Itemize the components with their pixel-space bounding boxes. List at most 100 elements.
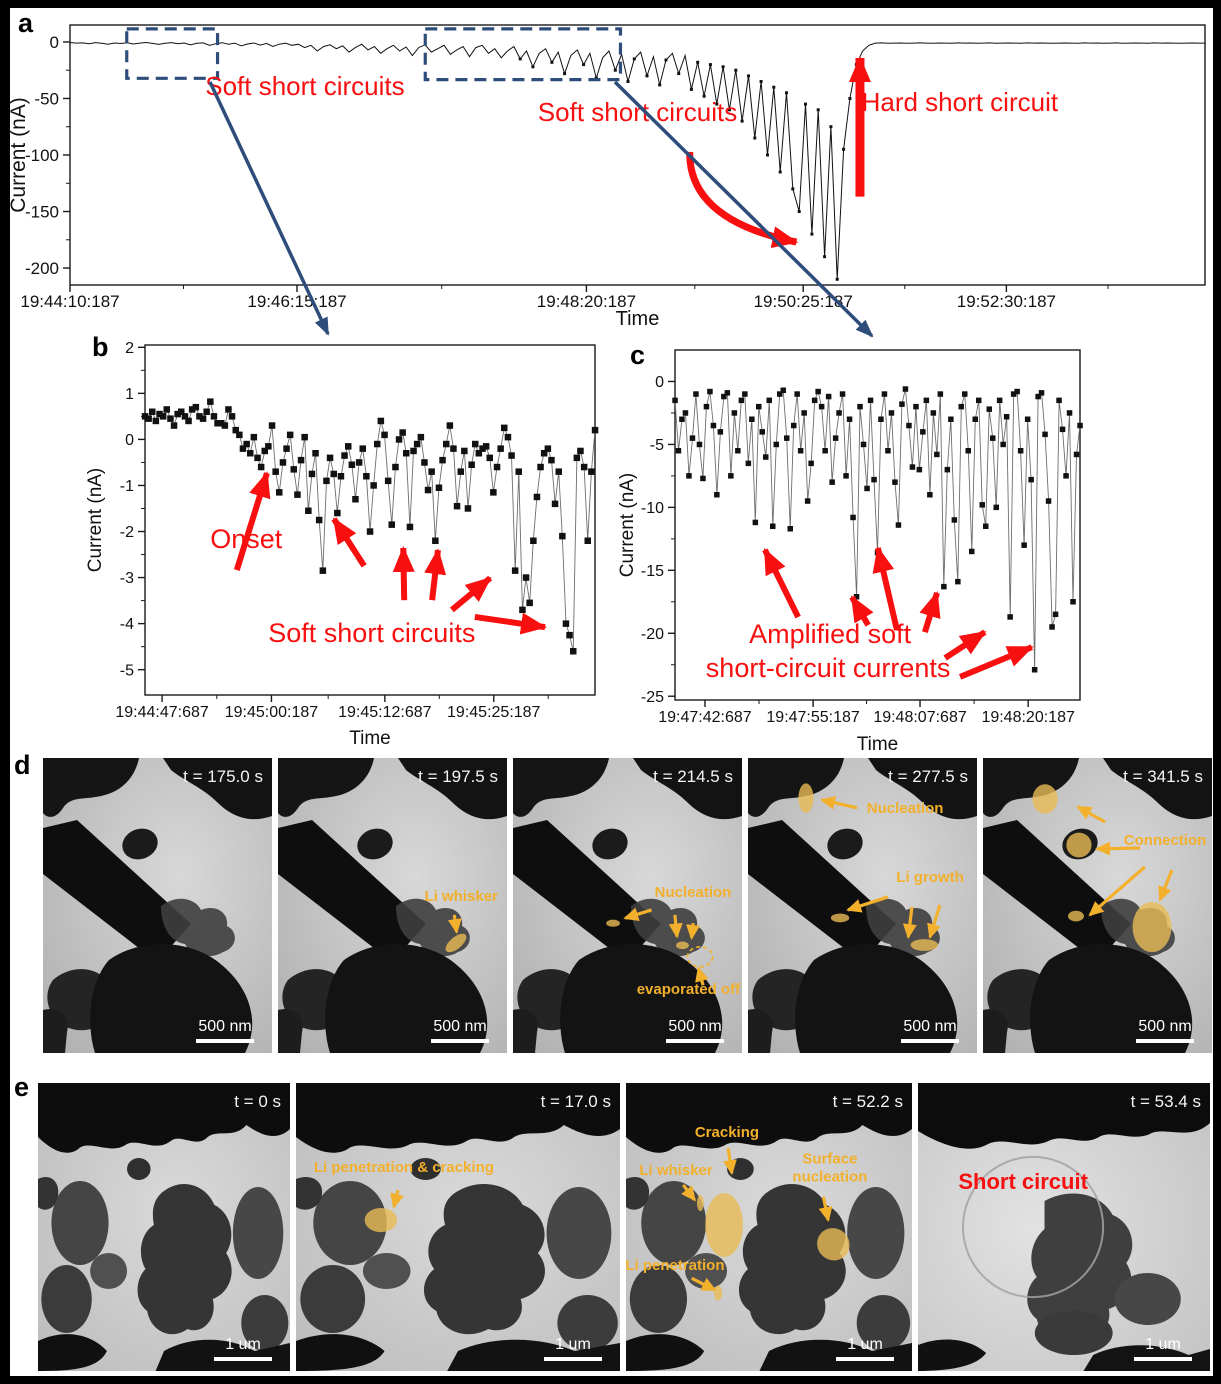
frame-annotation: Li growth bbox=[896, 869, 964, 886]
x-tick-label: 19:44:10:187 bbox=[20, 292, 119, 311]
plot-area bbox=[674, 349, 1081, 701]
x-axis-title: Time bbox=[857, 734, 899, 755]
scale-bar-label: 500 nm bbox=[198, 1018, 251, 1035]
red-arrow bbox=[958, 644, 1034, 680]
red-arrow bbox=[872, 546, 900, 631]
red-arrow bbox=[331, 517, 367, 568]
frame-annotation: Short circuit bbox=[958, 1169, 1088, 1194]
panel-label-c: c bbox=[630, 340, 646, 370]
annotation-arrow bbox=[902, 906, 917, 940]
red-arrow bbox=[233, 471, 271, 571]
frame-annotation: Cracking bbox=[695, 1124, 759, 1141]
frame-annotation: Nucleation bbox=[867, 800, 944, 817]
annotation-arrow bbox=[695, 966, 709, 986]
plot-area bbox=[69, 24, 1206, 286]
scale-bar-label: 1 um bbox=[847, 1336, 883, 1353]
li-metal-highlight bbox=[798, 783, 814, 813]
y-tick-label: -10 bbox=[641, 500, 664, 517]
zoom-region-box bbox=[125, 27, 220, 80]
zoom-region-box bbox=[423, 27, 623, 82]
annotation-arrow bbox=[1158, 869, 1174, 902]
annotation-arrow bbox=[927, 904, 942, 939]
frame-annotation: Li whisker bbox=[639, 1162, 713, 1179]
scale-bar bbox=[901, 1039, 959, 1043]
scale-bar-label: 500 nm bbox=[903, 1018, 956, 1035]
panel-label-a: a bbox=[18, 8, 34, 38]
x-tick-label: 19:44:47:687 bbox=[115, 704, 209, 721]
tem-frame-e4: Short circuit t = 53.4 s 1 um bbox=[918, 1083, 1210, 1371]
annotation-arrow bbox=[681, 1183, 696, 1202]
annotation-arrow bbox=[668, 914, 683, 939]
annotation-arrow bbox=[818, 1196, 833, 1223]
tem-image: Connection t = 341.5 s 500 nm bbox=[983, 758, 1212, 1053]
scale-bar-label: 500 nm bbox=[433, 1018, 486, 1035]
tem-frame-e3: Cracking Li whisker Surface nucleation Li pe… bbox=[626, 1083, 912, 1371]
frame-timestamp: t = 341.5 s bbox=[1123, 767, 1203, 786]
frame-annotation: Li penetration bbox=[626, 1257, 724, 1274]
red-annotation-text: Soft short circuits bbox=[268, 618, 475, 648]
frame-timestamp: t = 214.5 s bbox=[653, 767, 733, 786]
chart-a: 0 -50 -100 -150 -200 19:44:10:187 19:46:15:187… bbox=[7, 24, 1206, 330]
red-annotation-text: Hard short circuit bbox=[862, 87, 1059, 117]
y-tick-label: -20 bbox=[641, 626, 664, 643]
x-tick-label: 19:52:30:187 bbox=[957, 292, 1056, 311]
x-tick-label: 19:47:42:687 bbox=[658, 709, 752, 726]
li-metal-highlight bbox=[364, 1207, 398, 1233]
li-metal-highlight bbox=[445, 933, 467, 953]
frame-timestamp: t = 0 s bbox=[234, 1092, 281, 1111]
scale-bar bbox=[431, 1039, 489, 1043]
x-tick-label: 19:50:25:187 bbox=[754, 292, 853, 311]
annotation-arrow bbox=[722, 1147, 737, 1176]
panel-label-b: b bbox=[92, 332, 109, 362]
red-annotation-text: Soft short circuits bbox=[205, 71, 404, 101]
li-metal-highlight bbox=[696, 1195, 704, 1212]
y-axis-title: Current (nA) bbox=[617, 473, 638, 578]
x-tick-label: 19:46:15:187 bbox=[247, 292, 346, 311]
tem-image: Nucleation evaporated off t = 214.5 s 500 n… bbox=[513, 758, 742, 1053]
li-metal-highlight bbox=[1066, 832, 1092, 858]
red-arrow bbox=[474, 612, 548, 635]
annotation-arrow bbox=[846, 895, 889, 913]
frame-annotation: Surface bbox=[802, 1151, 857, 1168]
red-annotation-text: Soft short circuits bbox=[538, 97, 737, 127]
frame-timestamp: t = 277.5 s bbox=[888, 767, 968, 786]
short-circuit-bubble-outline bbox=[961, 1155, 1105, 1299]
red-arrow bbox=[943, 629, 987, 661]
y-tick-label: -3 bbox=[120, 570, 134, 587]
tem-frame-e2: Li penetration & cracking t = 17.0 s 1 um bbox=[296, 1083, 620, 1371]
li-metal-highlight bbox=[830, 913, 850, 923]
red-annotation-text: short-circuit currents bbox=[706, 653, 951, 683]
frame-annotation: Li penetration & cracking bbox=[314, 1159, 494, 1176]
y-tick-label: -200 bbox=[25, 259, 59, 278]
frame-timestamp: t = 17.0 s bbox=[541, 1092, 611, 1111]
y-tick-label: -4 bbox=[120, 616, 134, 633]
y-tick-label: -50 bbox=[34, 89, 59, 108]
li-metal-highlight bbox=[705, 1193, 743, 1257]
scale-bar-label: 1 um bbox=[225, 1336, 261, 1353]
frame-annotation: Li whisker bbox=[425, 888, 499, 905]
zoom-link-arrow bbox=[208, 81, 330, 336]
y-tick-label: 2 bbox=[125, 340, 134, 357]
tem-frame-d2: Li whisker t = 197.5 s 500 nm bbox=[278, 758, 507, 1053]
tem-image: Short circuit t = 53.4 s 1 um bbox=[918, 1083, 1210, 1371]
scale-bar-label: 1 um bbox=[1145, 1336, 1181, 1353]
red-arrow bbox=[762, 548, 801, 619]
red-arrow bbox=[449, 575, 493, 613]
frame-timestamp: t = 52.2 s bbox=[833, 1092, 903, 1111]
x-tick-label: 19:48:07:687 bbox=[873, 709, 967, 726]
annotation-arrow bbox=[691, 1276, 717, 1292]
x-axis-title: Time bbox=[349, 728, 391, 749]
red-arrow bbox=[849, 595, 874, 627]
x-tick-label: 19:47:55:187 bbox=[766, 709, 860, 726]
tem-image: Li whisker t = 197.5 s 500 nm bbox=[278, 758, 507, 1053]
frame-annotation: Connection bbox=[1124, 832, 1207, 849]
scale-bar bbox=[214, 1357, 272, 1361]
x-tick-label: 19:45:00:187 bbox=[225, 704, 319, 721]
li-metal-highlight bbox=[676, 941, 689, 950]
annotation-arrow bbox=[820, 795, 858, 810]
tem-frame-d3: Nucleation evaporated off t = 214.5 s 500 n… bbox=[513, 758, 742, 1053]
y-tick-label: 0 bbox=[125, 432, 134, 449]
annotation-arrow bbox=[390, 1189, 404, 1209]
annotation-arrow bbox=[1095, 841, 1141, 856]
